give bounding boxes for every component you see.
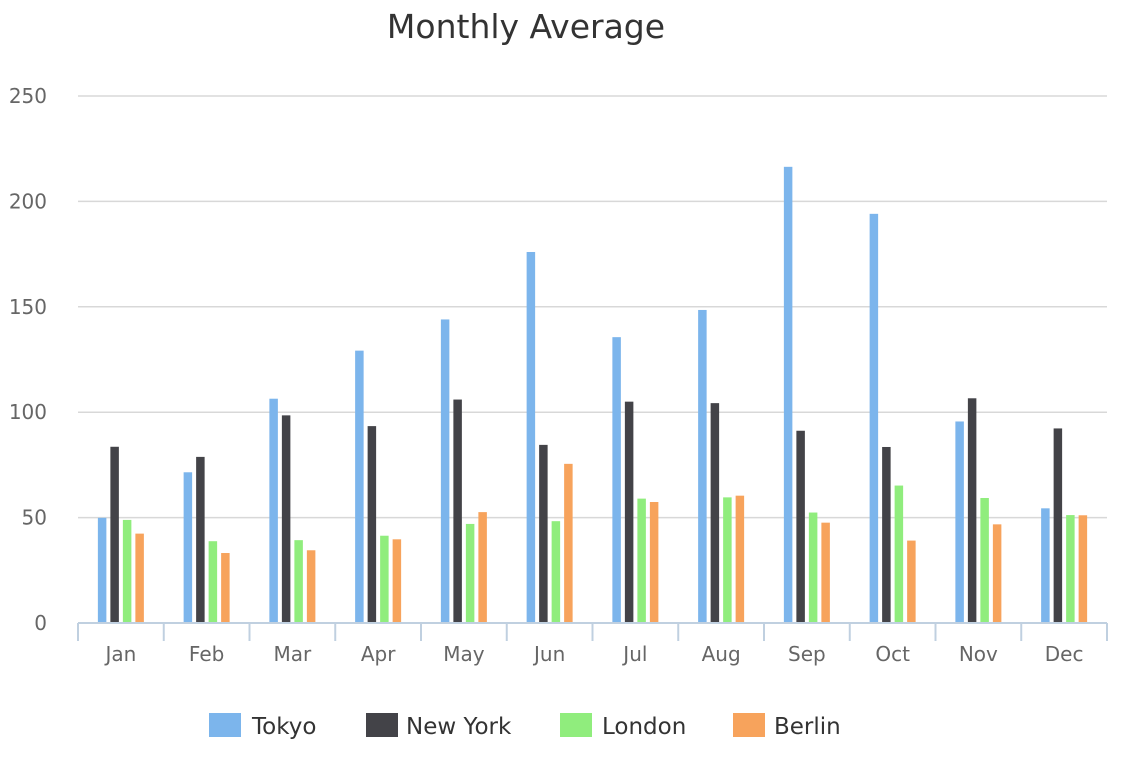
bar-berlin-jan[interactable] bbox=[135, 533, 144, 623]
bar-berlin-jul[interactable] bbox=[649, 502, 659, 623]
bar-berlin-nov[interactable] bbox=[992, 524, 1002, 623]
bar-london-oct[interactable] bbox=[894, 485, 904, 623]
x-tick-label: Jul bbox=[621, 642, 647, 666]
bar-new-york-mar[interactable] bbox=[281, 415, 291, 623]
bar-london-jul[interactable] bbox=[637, 498, 646, 623]
x-tick-label: Dec bbox=[1045, 642, 1084, 666]
x-tick-label: Sep bbox=[788, 642, 826, 666]
bar-new-york-apr[interactable] bbox=[367, 426, 377, 623]
y-tick-label: 50 bbox=[22, 506, 47, 530]
bar-berlin-sep[interactable] bbox=[821, 522, 830, 623]
chart-title: Monthly Average bbox=[387, 7, 665, 46]
legend-item-tokyo[interactable]: Tokyo bbox=[209, 713, 316, 740]
legend-label: Tokyo bbox=[251, 714, 316, 740]
x-tick-label: Apr bbox=[361, 642, 396, 666]
bar-berlin-aug[interactable] bbox=[735, 495, 745, 623]
bar-tokyo-may[interactable] bbox=[440, 319, 450, 623]
legend-item-london[interactable]: London bbox=[560, 713, 686, 740]
bar-london-may[interactable] bbox=[465, 523, 475, 623]
legend-swatch bbox=[366, 713, 398, 737]
x-tick-label: Mar bbox=[274, 642, 313, 666]
bar-london-sep[interactable] bbox=[808, 512, 818, 623]
bar-new-york-sep[interactable] bbox=[796, 430, 805, 623]
bar-tokyo-mar[interactable] bbox=[269, 398, 278, 623]
bar-new-york-feb[interactable] bbox=[196, 456, 205, 623]
bar-berlin-apr[interactable] bbox=[392, 539, 402, 623]
y-tick-label: 150 bbox=[9, 295, 47, 319]
bar-new-york-oct[interactable] bbox=[882, 446, 891, 623]
bar-berlin-mar[interactable] bbox=[306, 550, 316, 623]
bar-berlin-may[interactable] bbox=[478, 512, 487, 623]
bar-berlin-oct[interactable] bbox=[907, 540, 916, 623]
bar-berlin-jun[interactable] bbox=[564, 463, 573, 623]
axes: 0 50 100 150 200 250 Jan Feb Mar Apr May Jun Jul Aug S… bbox=[9, 84, 1108, 666]
legend-label: New York bbox=[406, 714, 512, 740]
bar-tokyo-jun[interactable] bbox=[526, 251, 536, 623]
bar-tokyo-oct[interactable] bbox=[869, 213, 879, 623]
bar-london-jan[interactable] bbox=[122, 519, 132, 623]
bar-tokyo-dec[interactable] bbox=[1041, 508, 1050, 623]
bar-london-apr[interactable] bbox=[380, 535, 389, 623]
bar-new-york-dec[interactable] bbox=[1053, 428, 1063, 623]
bar-tokyo-jul[interactable] bbox=[612, 337, 621, 623]
x-tick-label: Jun bbox=[532, 642, 565, 666]
bar-london-feb[interactable] bbox=[208, 541, 218, 623]
bar-new-york-jul[interactable] bbox=[624, 401, 634, 623]
legend-item-new-york[interactable]: New York bbox=[366, 713, 512, 740]
bar-berlin-feb[interactable] bbox=[221, 553, 230, 623]
x-tick-label: May bbox=[443, 642, 485, 666]
legend-swatch bbox=[733, 713, 765, 737]
x-tick-label: Jan bbox=[103, 642, 136, 666]
y-tick-label: 100 bbox=[9, 400, 47, 424]
y-tick-label: 200 bbox=[9, 189, 47, 213]
bar-tokyo-feb[interactable] bbox=[183, 472, 193, 623]
y-tick-label: 0 bbox=[34, 611, 47, 635]
bar-new-york-aug[interactable] bbox=[710, 403, 720, 623]
bar-london-mar[interactable] bbox=[294, 540, 303, 623]
bar-new-york-jun[interactable] bbox=[539, 444, 548, 623]
bar-tokyo-jan[interactable] bbox=[97, 517, 107, 623]
bar-new-york-jan[interactable] bbox=[110, 446, 119, 623]
legend-swatch bbox=[209, 713, 241, 737]
bar-new-york-may[interactable] bbox=[453, 399, 462, 623]
legend-item-berlin[interactable]: Berlin bbox=[733, 713, 841, 740]
x-tick-label: Aug bbox=[702, 642, 741, 666]
bar-tokyo-sep[interactable] bbox=[783, 166, 793, 623]
legend-label: Berlin bbox=[774, 714, 841, 740]
bar-london-dec[interactable] bbox=[1066, 515, 1075, 623]
legend-swatch bbox=[560, 713, 592, 737]
y-tick-label: 250 bbox=[9, 84, 47, 108]
bars bbox=[97, 166, 1088, 623]
gridlines bbox=[78, 95, 1107, 519]
bar-tokyo-nov[interactable] bbox=[955, 421, 964, 623]
x-tick-label: Nov bbox=[959, 642, 998, 666]
legend-label: London bbox=[602, 714, 686, 740]
x-tick-label: Oct bbox=[875, 642, 910, 666]
bar-tokyo-aug[interactable] bbox=[698, 309, 707, 623]
bar-tokyo-apr[interactable] bbox=[355, 350, 364, 623]
bar-berlin-dec[interactable] bbox=[1078, 515, 1088, 623]
x-tick-label: Feb bbox=[189, 642, 224, 666]
bar-london-jun[interactable] bbox=[551, 521, 561, 623]
bar-london-aug[interactable] bbox=[723, 497, 732, 623]
bar-london-nov[interactable] bbox=[980, 497, 989, 623]
legend: Tokyo New York London Berlin bbox=[209, 713, 841, 740]
bar-new-york-nov[interactable] bbox=[967, 398, 977, 623]
